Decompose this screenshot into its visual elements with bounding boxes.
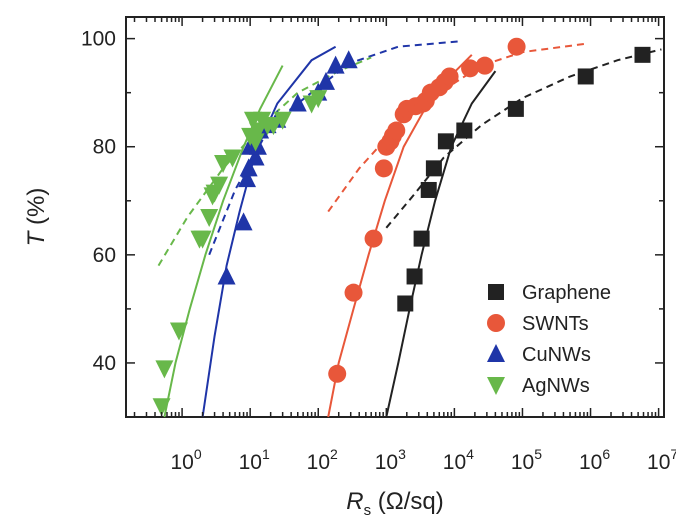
swnts-point bbox=[507, 37, 526, 56]
x-tick-base: 10 bbox=[375, 451, 398, 474]
swnts-point bbox=[387, 121, 406, 140]
agnws-point bbox=[264, 117, 283, 136]
x-axis-unit: (Ω/sq) bbox=[371, 488, 444, 515]
cunws-point bbox=[339, 50, 358, 69]
y-axis-symbol: T bbox=[23, 229, 50, 246]
y-tick-labels: 40 60 80 100 bbox=[81, 28, 116, 375]
swnts-point bbox=[364, 229, 383, 248]
y-tick-label: 100 bbox=[81, 28, 116, 51]
x-tick-exponent: 1 bbox=[262, 446, 270, 462]
graphene-point bbox=[437, 133, 454, 150]
agnws-point bbox=[210, 176, 229, 195]
plot-frame bbox=[125, 16, 665, 418]
graphene-point bbox=[397, 295, 414, 312]
x-tick-label: 100 bbox=[171, 446, 202, 474]
x-tick-label: 105 bbox=[511, 446, 542, 474]
x-tick-label: 101 bbox=[239, 446, 270, 474]
agnws-point bbox=[200, 209, 219, 227]
x-tick-label: 107 bbox=[647, 446, 676, 474]
x-tick-label: 106 bbox=[579, 446, 610, 474]
legend: Graphene SWNTs CuNWs AgNWs bbox=[487, 282, 611, 397]
cunws-point bbox=[217, 266, 236, 285]
x-axis-title: Rs (Ω/sq) bbox=[346, 488, 443, 519]
graphene-point bbox=[634, 46, 651, 63]
legend-cunws-marker bbox=[487, 344, 505, 362]
cunws-point bbox=[234, 212, 253, 231]
x-tick-label: 102 bbox=[307, 446, 338, 474]
graphene-point bbox=[420, 181, 437, 198]
legend-graphene-label: Graphene bbox=[522, 282, 611, 304]
graphene-fit-solid bbox=[385, 70, 497, 418]
swnts-point bbox=[374, 159, 393, 178]
x-tick-base: 10 bbox=[171, 451, 194, 474]
x-tick-exponent: 6 bbox=[602, 446, 610, 462]
x-tick-base: 10 bbox=[307, 451, 330, 474]
cunws-point bbox=[238, 169, 257, 188]
x-tick-base: 10 bbox=[511, 451, 534, 474]
x-tick-label: 103 bbox=[375, 446, 406, 474]
cunws-point bbox=[239, 158, 258, 177]
graphene-point bbox=[507, 100, 524, 117]
graphene-point bbox=[577, 68, 594, 85]
y-tick-label: 40 bbox=[93, 352, 116, 375]
x-tick-exponent: 0 bbox=[194, 446, 202, 462]
x-tick-base: 10 bbox=[579, 451, 602, 474]
agnws-point bbox=[309, 90, 328, 109]
swnts-point bbox=[475, 56, 494, 75]
graphene-fit-dashed bbox=[385, 48, 662, 229]
agnws-point bbox=[193, 230, 212, 249]
x-axis-symbol: R bbox=[346, 488, 363, 515]
graphene-point bbox=[406, 268, 423, 285]
x-tick-exponent: 7 bbox=[670, 446, 676, 462]
x-axis-subscript: s bbox=[364, 502, 372, 519]
data-points bbox=[152, 37, 651, 417]
x-tick-exponent: 3 bbox=[398, 446, 406, 462]
graphene-point bbox=[425, 160, 442, 177]
agnws-point bbox=[152, 398, 171, 417]
agnws-point bbox=[169, 322, 188, 341]
y-axis-title: T (%) bbox=[23, 188, 50, 247]
x-tick-labels: 100 101 102 103 104 105 106 107 bbox=[171, 446, 676, 474]
agnws-point bbox=[273, 111, 292, 130]
cunws-point bbox=[288, 93, 307, 112]
agnws-fit-dashed bbox=[157, 56, 372, 267]
swnts-point bbox=[344, 283, 363, 302]
agnws-point bbox=[246, 133, 265, 152]
swnts-point bbox=[440, 67, 459, 86]
legend-agnws-marker bbox=[487, 377, 505, 395]
axis-ticks bbox=[126, 17, 664, 417]
graphene-point bbox=[413, 230, 430, 247]
y-tick-label: 60 bbox=[93, 244, 116, 267]
agnws-point bbox=[223, 149, 242, 168]
legend-swnts-label: SWNTs bbox=[522, 313, 589, 335]
x-tick-base: 10 bbox=[647, 451, 670, 474]
legend-swnts-marker bbox=[487, 314, 505, 332]
legend-cunws-label: CuNWs bbox=[522, 344, 591, 366]
x-tick-base: 10 bbox=[443, 451, 466, 474]
cunws-point bbox=[246, 147, 265, 166]
agnws-point bbox=[214, 154, 233, 173]
x-tick-exponent: 5 bbox=[534, 446, 542, 462]
agnws-point bbox=[155, 360, 174, 379]
cunws-point bbox=[326, 55, 345, 74]
x-tick-exponent: 4 bbox=[466, 446, 474, 462]
graphene-point bbox=[456, 122, 473, 139]
swnts-point bbox=[461, 59, 480, 78]
y-tick-label: 80 bbox=[93, 136, 116, 159]
cunws-point bbox=[316, 71, 335, 90]
x-tick-exponent: 2 bbox=[330, 446, 338, 462]
legend-graphene-marker bbox=[488, 284, 504, 300]
x-tick-base: 10 bbox=[239, 451, 262, 474]
swnts-point bbox=[328, 364, 347, 383]
x-tick-label: 104 bbox=[443, 446, 474, 474]
y-axis-unit: (%) bbox=[23, 188, 50, 232]
legend-agnws-label: AgNWs bbox=[522, 375, 590, 397]
